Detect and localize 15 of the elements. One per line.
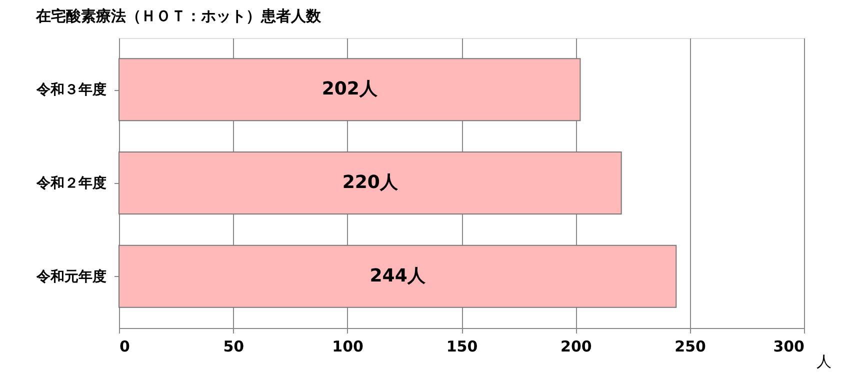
- y-tick-label: 令和元年度: [36, 268, 106, 285]
- x-tick-label: 250: [674, 338, 706, 356]
- y-tick-label: 令和３年度: [36, 81, 106, 98]
- x-tick-label: 200: [560, 338, 592, 356]
- x-tick-label: 150: [446, 338, 478, 356]
- data-label: 220人: [342, 172, 399, 193]
- x-tick-label: 300: [773, 338, 804, 356]
- x-tick-label: 100: [332, 338, 364, 356]
- x-tick-label: 0: [120, 338, 130, 356]
- data-label: 202人: [322, 78, 378, 100]
- y-tick-label: 令和２年度: [36, 174, 106, 192]
- chart-title: 在宅酸素療法（ＨＯＴ：ホット）患者人数: [35, 7, 322, 25]
- x-axis-title: 人: [816, 352, 832, 370]
- data-label: 244人: [370, 265, 426, 286]
- x-tick-label: 50: [223, 338, 244, 356]
